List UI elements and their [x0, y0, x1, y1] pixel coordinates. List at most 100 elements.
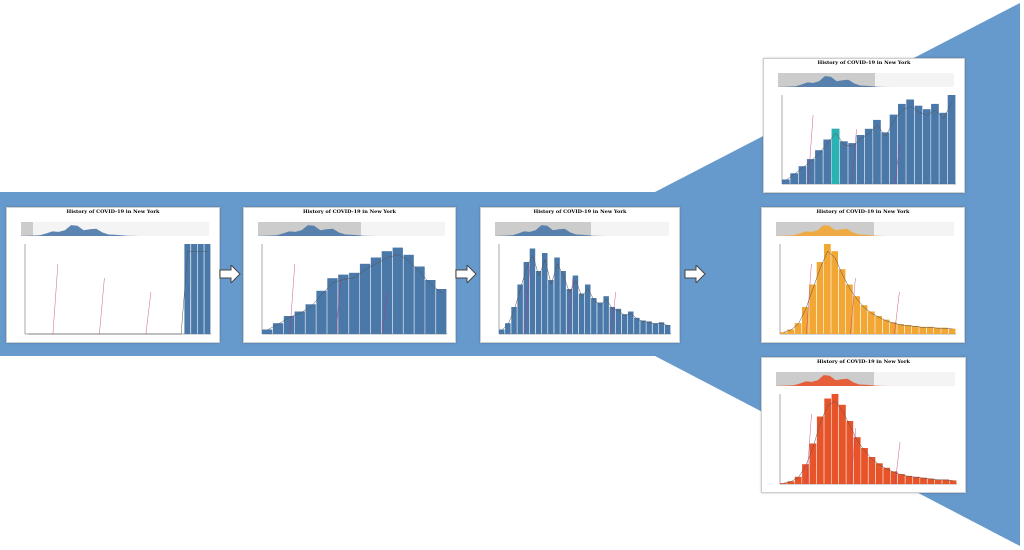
bar [349, 272, 360, 334]
bar [914, 105, 923, 184]
chart-daily-red [776, 372, 957, 485]
bar [780, 332, 787, 334]
bar [414, 266, 425, 334]
trend-line [785, 101, 953, 181]
bar [927, 478, 935, 484]
bar [603, 296, 609, 334]
bar [634, 317, 640, 334]
bar [403, 254, 414, 334]
bar [846, 284, 853, 334]
panel-daily-orange[interactable]: History of COVID-19 in New York [761, 207, 965, 343]
bar [658, 322, 665, 334]
bar [948, 328, 956, 334]
context-area [495, 225, 669, 236]
panel-overview-empty[interactable]: History of COVID-19 in New York [6, 207, 220, 343]
chart-zoom-highlight [778, 73, 956, 185]
trend-line [267, 254, 442, 331]
annotation-connector [807, 114, 814, 185]
bar [560, 271, 566, 334]
bar [548, 280, 554, 334]
bar [591, 298, 597, 334]
bar [868, 311, 875, 334]
annotation-connector [850, 277, 856, 335]
bar [882, 319, 890, 334]
bar [848, 143, 856, 184]
bar [890, 471, 898, 484]
panel-title: History of COVID-19 in New York [303, 209, 396, 215]
panel-daily-red[interactable]: History of COVID-19 in New York [761, 357, 966, 493]
annotation-connector [610, 291, 616, 335]
bar [554, 257, 560, 334]
bar [898, 474, 905, 484]
bar [327, 278, 338, 334]
bar [204, 244, 211, 334]
context-area [776, 225, 954, 236]
bar [889, 114, 898, 184]
bar [904, 325, 912, 334]
bar [926, 326, 934, 334]
annotation-connector [382, 291, 388, 335]
annotation-connector [894, 291, 900, 335]
bar [294, 311, 305, 334]
bar [790, 173, 798, 184]
bar [934, 327, 941, 334]
annotation-connector [524, 263, 530, 335]
bar [906, 99, 914, 184]
context-area [258, 225, 445, 236]
bar [816, 262, 824, 334]
bar [898, 103, 906, 184]
bar [664, 325, 671, 334]
bar [831, 394, 839, 484]
bar [838, 269, 846, 334]
bar [585, 284, 591, 334]
trend-line [783, 250, 953, 333]
bar [381, 251, 392, 334]
context-area [21, 225, 209, 236]
right-arrow-icon [455, 265, 477, 283]
bar [499, 329, 505, 334]
chart-monthly-bars [258, 222, 447, 335]
chart-weekly-peak [495, 222, 671, 335]
bar [824, 398, 832, 484]
bar [816, 416, 824, 484]
bar [873, 119, 881, 184]
panel-title: History of COVID-19 in New York [533, 209, 627, 215]
bar [809, 443, 817, 484]
trend-line [28, 250, 208, 335]
bar [798, 166, 807, 184]
bar [875, 316, 882, 334]
bar [505, 323, 511, 334]
panel-title: History of COVID-19 in New York [817, 359, 910, 365]
right-arrow-icon [684, 265, 706, 283]
bar [523, 262, 530, 334]
panel-zoom-highlight[interactable]: History of COVID-19 in New York [763, 58, 965, 193]
bar [184, 244, 191, 334]
bar [578, 293, 585, 334]
panel-weekly-peak[interactable]: History of COVID-19 in New York [480, 207, 680, 343]
highlighted-bar [831, 128, 840, 184]
bar [316, 290, 327, 334]
bar [840, 141, 848, 184]
bar [809, 284, 816, 334]
bar [780, 483, 787, 484]
bar [856, 135, 865, 184]
panel-monthly-bars[interactable]: History of COVID-19 in New York [243, 207, 456, 343]
bar [919, 326, 926, 334]
bar [191, 244, 198, 334]
bar [864, 128, 873, 184]
chart-overview-empty [21, 222, 211, 335]
bar [646, 321, 652, 334]
bar [824, 244, 831, 334]
bar [890, 322, 897, 334]
bar [839, 404, 846, 484]
bar [392, 247, 403, 334]
bar [542, 253, 548, 334]
right-arrow-icon [219, 265, 241, 283]
bar [949, 480, 957, 484]
bar [370, 257, 382, 334]
bar [905, 475, 913, 484]
bar [823, 139, 832, 184]
bar [338, 274, 349, 334]
bar [794, 323, 802, 334]
trend-line [783, 400, 954, 484]
